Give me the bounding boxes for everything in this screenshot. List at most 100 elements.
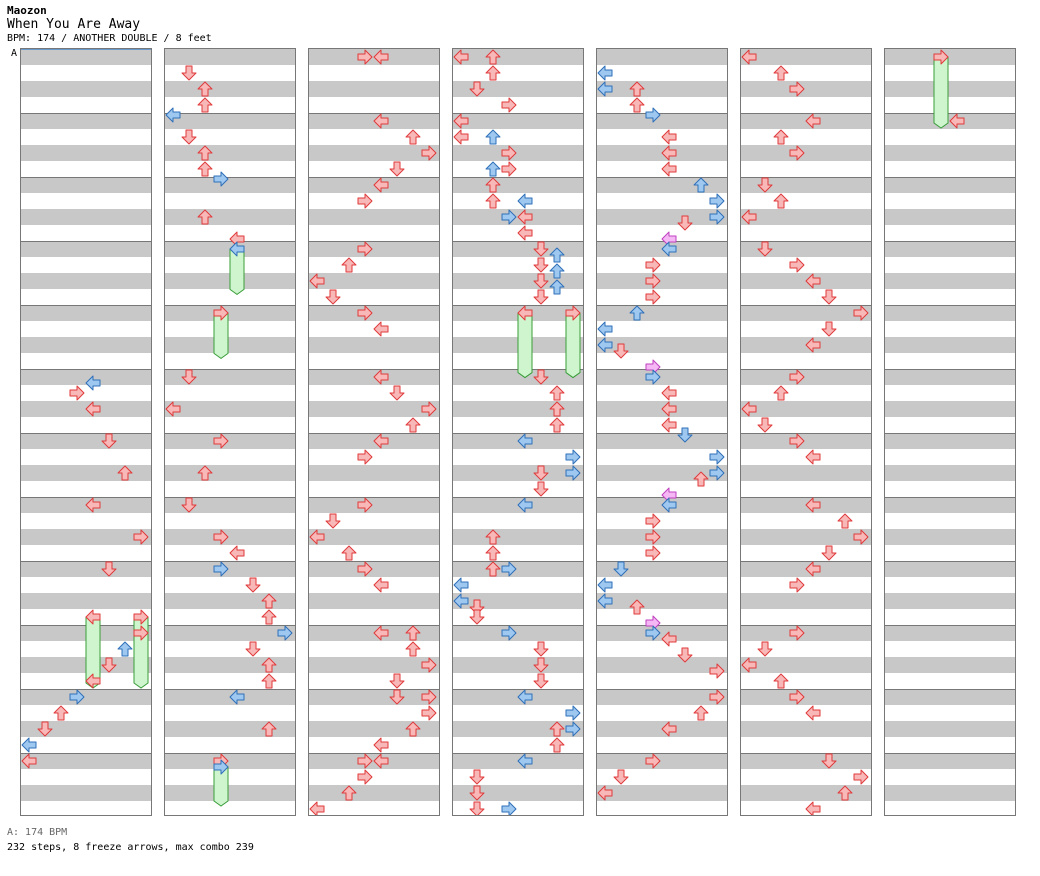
red-step-up-arrow-icon [341, 545, 357, 561]
red-step-right-arrow-icon [213, 433, 229, 449]
red-step-up-arrow-icon [405, 129, 421, 145]
blue-step-left-arrow-icon [517, 193, 533, 209]
measure-line [597, 625, 727, 626]
red-step-down-arrow-icon [389, 385, 405, 401]
red-step-down-arrow-icon [533, 641, 549, 657]
beat-band [741, 465, 871, 481]
beat-band [309, 209, 439, 225]
red-step-right-arrow-icon [357, 753, 373, 769]
red-step-down-arrow-icon [469, 769, 485, 785]
red-step-left-arrow-icon [741, 657, 757, 673]
measure-line [597, 561, 727, 562]
beat-band [21, 721, 151, 737]
beat-band [165, 337, 295, 353]
blue-step-right-arrow-icon [709, 449, 725, 465]
red-step-left-arrow-icon [661, 161, 677, 177]
blue-step-left-arrow-icon [661, 241, 677, 257]
blue-step-right-arrow-icon [709, 209, 725, 225]
red-step-down-arrow-icon [757, 241, 773, 257]
red-step-right-arrow-icon [501, 145, 517, 161]
beat-band [21, 561, 151, 577]
beat-band [165, 561, 295, 577]
beat-band [741, 241, 871, 257]
red-step-down-arrow-icon [533, 673, 549, 689]
red-step-left-arrow-icon [453, 113, 469, 129]
beat-band [165, 113, 295, 129]
beat-band [309, 721, 439, 737]
beat-band [885, 241, 1015, 257]
measure-line [165, 433, 295, 434]
red-step-up-arrow-icon [485, 193, 501, 209]
red-step-up-arrow-icon [261, 673, 277, 689]
red-step-right-arrow-icon [421, 657, 437, 673]
red-step-right-arrow-icon [501, 161, 517, 177]
beat-band [741, 145, 871, 161]
red-step-left-arrow-icon [517, 225, 533, 241]
measure-line [597, 433, 727, 434]
red-step-left-arrow-icon [165, 401, 181, 417]
red-step-down-arrow-icon [821, 321, 837, 337]
blue-step-down-arrow-icon [613, 561, 629, 577]
red-step-right-arrow-icon [133, 529, 149, 545]
beat-band [21, 81, 151, 97]
measure-line [309, 113, 439, 114]
measure-line [741, 241, 871, 242]
red-step-left-arrow-icon [373, 625, 389, 641]
beat-band [741, 689, 871, 705]
beat-band [165, 177, 295, 193]
red-step-down-arrow-icon [821, 545, 837, 561]
beat-band [309, 529, 439, 545]
red-step-down-arrow-icon [533, 289, 549, 305]
beat-band [21, 593, 151, 609]
beat-band [885, 561, 1015, 577]
measure-line [21, 113, 151, 114]
beat-band [21, 433, 151, 449]
red-step-right-arrow-icon [853, 529, 869, 545]
red-step-down-arrow-icon [821, 753, 837, 769]
red-step-right-arrow-icon [645, 289, 661, 305]
measure-line [165, 753, 295, 754]
beat-band [21, 529, 151, 545]
measure-line [453, 113, 583, 114]
red-step-left-arrow-icon [85, 673, 101, 689]
measure-line [309, 497, 439, 498]
measure-line [597, 177, 727, 178]
beat-band [309, 81, 439, 97]
red-step-up-arrow-icon [549, 721, 565, 737]
blue-step-right-arrow-icon [501, 625, 517, 641]
red-step-right-arrow-icon [357, 561, 373, 577]
measure-line [309, 305, 439, 306]
red-step-down-arrow-icon [389, 161, 405, 177]
red-step-right-arrow-icon [789, 369, 805, 385]
red-step-down-arrow-icon [613, 769, 629, 785]
red-step-up-arrow-icon [485, 545, 501, 561]
blue-step-left-arrow-icon [597, 577, 613, 593]
red-step-down-arrow-icon [757, 641, 773, 657]
blue-step-right-arrow-icon [645, 625, 661, 641]
beat-band [453, 145, 583, 161]
red-step-left-arrow-icon [805, 561, 821, 577]
measure-line [741, 561, 871, 562]
beat-band [165, 465, 295, 481]
red-step-up-arrow-icon [197, 465, 213, 481]
red-step-up-arrow-icon [197, 97, 213, 113]
blue-step-up-arrow-icon [549, 263, 565, 279]
chart-column-7 [884, 48, 1016, 816]
red-step-right-arrow-icon [645, 273, 661, 289]
bpm-change-marker: A [11, 48, 18, 59]
beat-band [597, 657, 727, 673]
beat-band [21, 209, 151, 225]
red-step-up-arrow-icon [117, 465, 133, 481]
beat-band [309, 497, 439, 513]
red-step-down-arrow-icon [757, 177, 773, 193]
measure-line [309, 177, 439, 178]
red-step-right-arrow-icon [789, 257, 805, 273]
red-step-up-arrow-icon [53, 705, 69, 721]
red-step-left-arrow-icon [661, 417, 677, 433]
measure-line [165, 561, 295, 562]
red-step-up-arrow-icon [773, 129, 789, 145]
measure-line [165, 241, 295, 242]
blue-step-right-arrow-icon [645, 369, 661, 385]
beat-band [165, 369, 295, 385]
red-step-up-arrow-icon [197, 145, 213, 161]
